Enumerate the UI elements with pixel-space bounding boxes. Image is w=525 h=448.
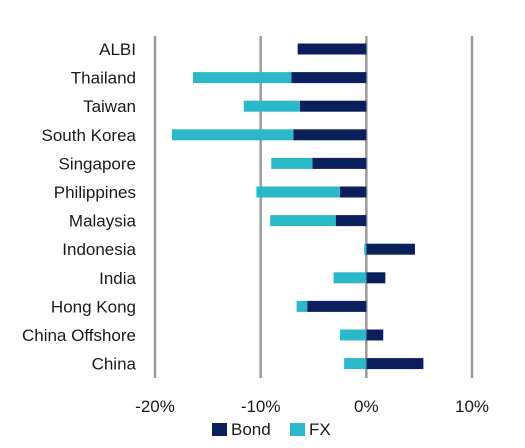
bar-bond <box>312 157 367 169</box>
x-tick-label: 10% <box>455 397 489 416</box>
bar-bond <box>366 243 415 255</box>
bar-bond <box>291 72 367 84</box>
bar-fx <box>364 243 367 255</box>
category-labels: ALBI Thailand Taiwan South Korea Singapore Ph… <box>22 40 137 374</box>
bar-bond <box>366 358 424 370</box>
category-label: Taiwan <box>83 97 136 116</box>
category-label: China Offshore <box>22 326 136 345</box>
bar-bond <box>366 272 386 284</box>
category-label: Indonesia <box>62 240 136 259</box>
category-label: India <box>99 269 136 288</box>
bar-fx <box>296 300 308 312</box>
category-label: ALBI <box>99 40 136 59</box>
bar-bond <box>339 186 367 198</box>
bar-bond <box>366 329 384 341</box>
bar-fx <box>339 329 367 341</box>
legend-swatch <box>290 423 305 436</box>
bar-fx <box>171 129 294 141</box>
category-label: Singapore <box>58 154 136 173</box>
category-label: China <box>92 355 137 374</box>
category-label: South Korea <box>41 126 136 145</box>
x-tick-label: 0% <box>354 397 379 416</box>
legend-label: Bond <box>231 420 271 439</box>
legend: Bond FX <box>212 420 331 439</box>
category-label: Thailand <box>71 69 136 88</box>
bar-bond <box>335 215 367 227</box>
bar-bond <box>307 300 367 312</box>
bar-fx <box>271 157 313 169</box>
bar-fx <box>256 186 340 198</box>
legend-label: FX <box>309 420 331 439</box>
bar-bond <box>297 43 367 55</box>
legend-swatch <box>212 423 227 436</box>
x-tick-label: -20% <box>135 397 175 416</box>
category-label: Philippines <box>54 183 136 202</box>
bars <box>171 43 424 370</box>
bar-fx <box>270 215 336 227</box>
x-tick-label: -10% <box>241 397 281 416</box>
bar-fx <box>243 100 300 112</box>
category-label: Malaysia <box>69 212 137 231</box>
category-label: Hong Kong <box>51 297 136 316</box>
bar-bond <box>293 129 367 141</box>
x-tick-labels: -20% -10% 0% 10% <box>135 397 489 416</box>
bar-fx <box>193 72 292 84</box>
gridlines <box>153 36 474 378</box>
bar-fx <box>344 358 367 370</box>
bar-fx <box>333 272 367 284</box>
bar-bond <box>299 100 367 112</box>
